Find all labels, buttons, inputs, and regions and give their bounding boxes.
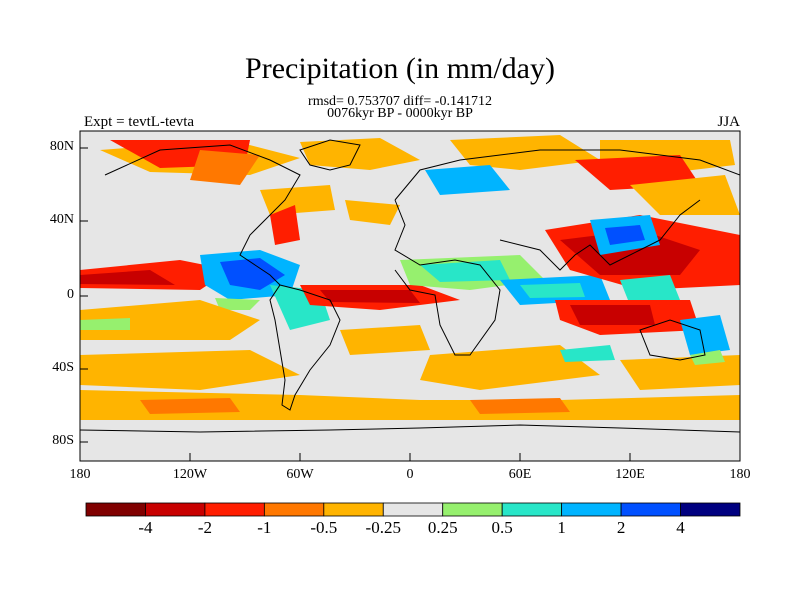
period-line: 0076kyr BP - 0000kyr BP: [327, 106, 473, 121]
x-tick-label: 180: [729, 467, 751, 482]
x-tick-label: 120W: [172, 467, 208, 482]
stats-line: rmsd= 0.753707 diff= -0.141712: [308, 94, 492, 109]
y-tick-label: 0: [67, 287, 74, 302]
colorbar-label: -0.5: [310, 518, 338, 537]
colorbar-swatch: [204, 502, 265, 517]
colorbar-label: -0.25: [365, 518, 401, 537]
chart-title: Precipitation (in mm/day): [245, 52, 555, 85]
colorbar-label: 0.25: [427, 518, 458, 537]
colorbar-label: 2: [616, 518, 626, 537]
colorbar-label: -4: [138, 518, 153, 537]
colorbar-swatch: [382, 502, 444, 517]
colorbar-label: 1: [557, 518, 566, 537]
x-tick-label: 120E: [615, 467, 645, 482]
precip-anomaly-field: [80, 135, 740, 420]
colorbar-label: -1: [257, 518, 272, 537]
colorbar-swatch: [680, 502, 741, 517]
y-tick-label: 80S: [52, 433, 74, 448]
colorbar-label: 4: [676, 518, 685, 537]
y-tick-label: 40S: [52, 360, 74, 375]
colorbar-swatch: [323, 502, 384, 517]
colorbar-swatch: [145, 502, 206, 517]
x-tick-label: 0: [406, 467, 414, 482]
colorbar-swatch: [561, 502, 622, 517]
x-tick-label: 180: [69, 467, 91, 482]
colorbar-label: -2: [197, 518, 212, 537]
x-tick-label: 60E: [508, 467, 532, 482]
season-label: JJA: [717, 114, 740, 130]
colorbar-swatch: [501, 502, 563, 517]
colorbar: [85, 502, 741, 517]
colorbar-swatch: [620, 502, 681, 517]
colorbar-swatch: [442, 502, 503, 517]
x-tick-label: 60W: [286, 467, 314, 482]
axis-ticks: [79, 147, 741, 461]
colorbar-swatch: [85, 502, 146, 517]
coastlines: [80, 139, 740, 433]
y-tick-label: 80N: [49, 139, 74, 154]
colorbar-swatch: [263, 502, 325, 517]
colorbar-label: 0.5: [491, 518, 513, 537]
experiment-label: Expt = tevtL-tevta: [84, 114, 195, 130]
y-tick-label: 40N: [49, 212, 74, 227]
